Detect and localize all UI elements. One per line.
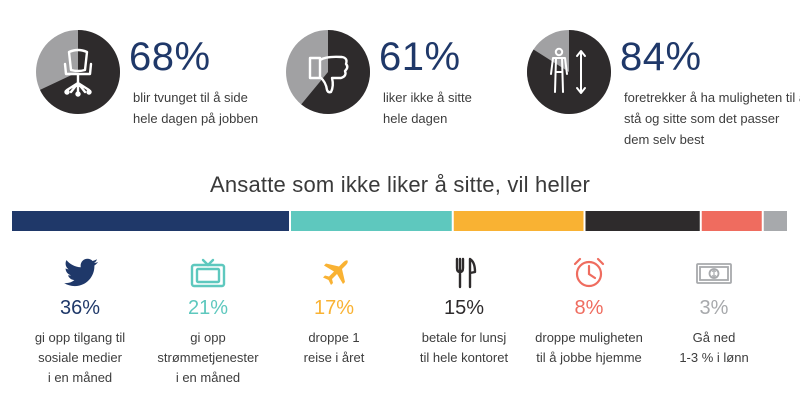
stat-description: foretrekker å ha muligheten til å stå og…	[624, 90, 800, 147]
pie-slice	[301, 30, 370, 114]
bar-segment	[585, 211, 700, 231]
column-percent: 15%	[443, 297, 485, 319]
column-salary: 3% Gå ned 1-3 % i lønn	[649, 256, 779, 368]
column-streaming: 21% gi opp strømmetjenester i en måned	[143, 256, 273, 388]
column-home-office: 8% droppe muligheten til å jobbe hjemme	[524, 256, 654, 368]
column-social-media: 36% gi opp tilgang til sosiale medier i …	[15, 256, 145, 388]
column-travel: 17% droppe 1 reise i året	[269, 256, 399, 368]
pie-chart	[527, 30, 611, 114]
stat-percent: 68%	[129, 35, 211, 79]
tv-icon	[190, 258, 226, 288]
bar-segment	[453, 211, 584, 231]
thumbs-down-icon	[308, 55, 349, 94]
column-percent: 17%	[313, 297, 355, 319]
pie-slice	[527, 30, 611, 114]
bar-segment	[701, 211, 762, 231]
standing-person-icon	[550, 47, 586, 94]
money-bill-icon	[696, 263, 732, 284]
stat-description: liker ikke å sitte hele dagen	[383, 90, 472, 126]
office-chair-icon	[63, 48, 93, 97]
column-description: gi opp strømmetjenester i en måned	[157, 330, 259, 385]
clock-icon	[573, 257, 605, 288]
pie-chart	[36, 30, 120, 114]
column-percent: 3%	[699, 297, 729, 319]
column-description: gi opp tilgang til sosiale medier i en m…	[34, 330, 126, 385]
stat-percent: 84%	[620, 35, 702, 79]
stat-description: blir tvunget til å side hele dagen på jo…	[133, 90, 259, 126]
bar-segment	[763, 211, 787, 231]
stacked-bar-chart	[12, 211, 787, 231]
fork-knife-icon	[455, 257, 477, 289]
column-percent: 21%	[187, 297, 229, 319]
stat-percent: 61%	[379, 35, 461, 79]
chart-title: Ansatte som ikke liker å sitte, vil hell…	[209, 172, 591, 197]
pie-chart	[286, 30, 370, 114]
column-lunch: 15% betale for lunsj til hele kontoret	[399, 256, 529, 368]
column-description: Gå ned 1-3 % i lønn	[679, 330, 749, 365]
column-percent: 8%	[574, 297, 604, 319]
column-percent: 36%	[59, 297, 101, 319]
airplane-icon	[323, 260, 348, 285]
column-description: droppe 1 reise i året	[303, 330, 365, 365]
bar-segment	[291, 211, 452, 231]
column-description: betale for lunsj til hele kontoret	[419, 330, 509, 365]
column-description: droppe muligheten til å jobbe hjemme	[535, 330, 643, 365]
bar-segment	[12, 211, 289, 231]
twitter-bird-icon	[64, 258, 98, 287]
